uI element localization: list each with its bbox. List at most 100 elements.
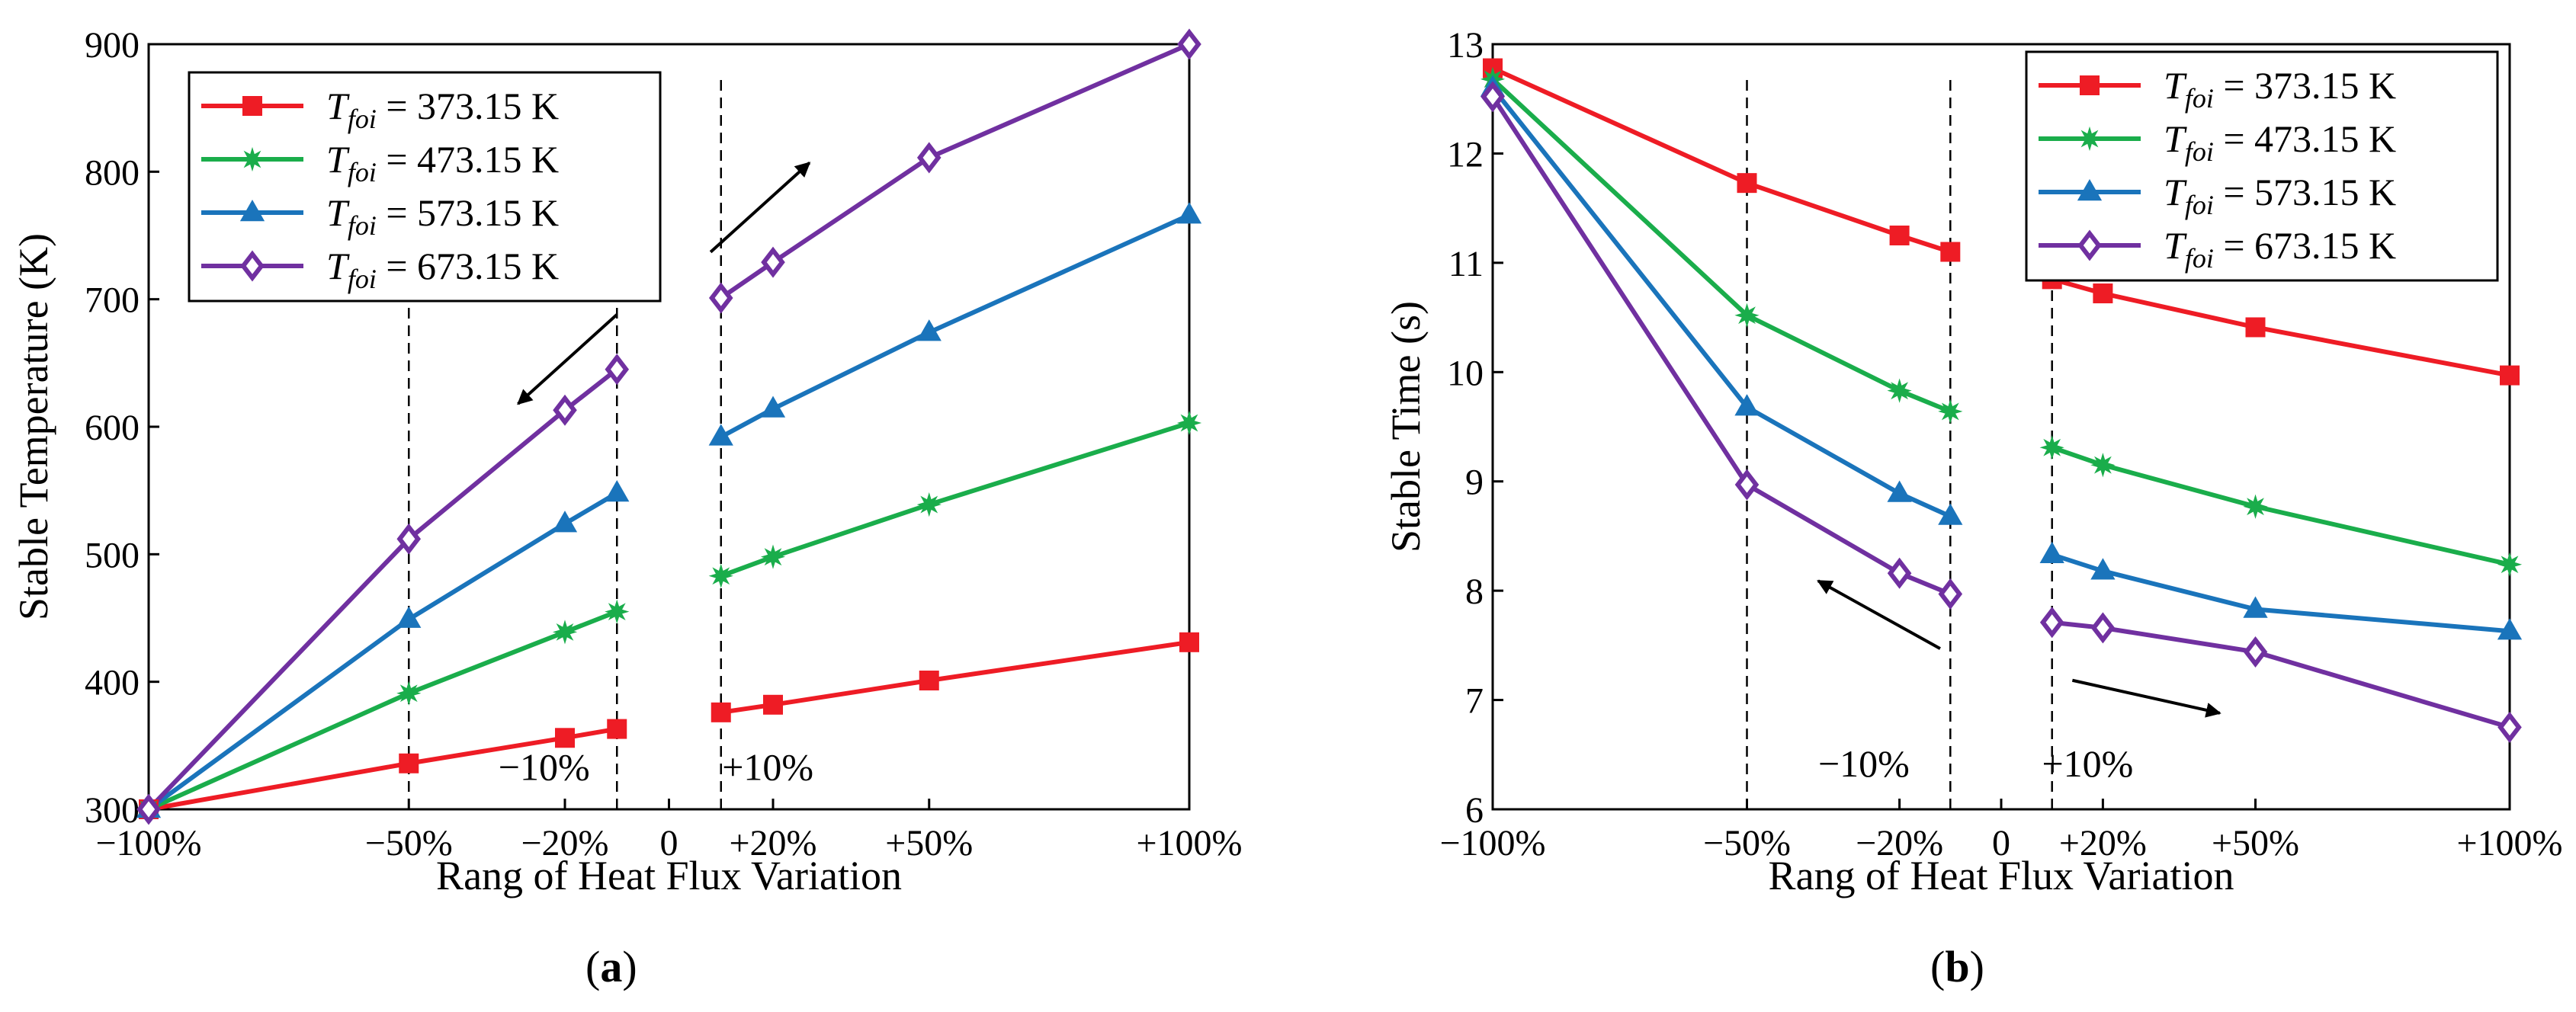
charta-x-tick-label: +50%: [885, 823, 973, 863]
charta-y-tick-label: 300: [85, 790, 140, 831]
chartb-data-point-2: [2090, 558, 2116, 580]
charta-x-tick-label: −100%: [95, 823, 201, 863]
charta-y-tick-label: 500: [85, 535, 140, 575]
charta-data-point-0: [1179, 632, 1199, 652]
chartb-x-axis-title: Rang of Heat Flux Variation: [1769, 853, 2234, 898]
chartb-data-point-3: [2497, 711, 2522, 743]
chartb-legend-marker-0: [2080, 75, 2100, 95]
chartb-x-tick-label: −20%: [1856, 823, 1943, 863]
chartb-legend-label-0: Tfoi = 373.15 K: [2164, 64, 2396, 114]
chartb-data-point-3: [1734, 469, 1760, 501]
chartb-data-point-1: [1938, 399, 1963, 424]
chartb-data-point-0: [2093, 283, 2113, 304]
charta-legend-label-0: Tfoi = 373.15 K: [326, 85, 559, 134]
charta-trend-arrow: [709, 162, 811, 254]
chartb-x-tick-label: −50%: [1703, 823, 1791, 863]
charta-data-point-3: [1177, 28, 1201, 60]
charta-series-line-0: [720, 639, 1190, 715]
charta-x-axis-title: Rang of Heat Flux Variation: [436, 853, 902, 898]
chartb-data-point-2: [2497, 618, 2523, 640]
chartb-trend-arrow: [1817, 579, 1941, 650]
charta-legend-label-2: Tfoi = 573.15 K: [326, 191, 559, 241]
charta-y-tick-label: 700: [85, 280, 140, 321]
charta-data-point-1: [605, 599, 630, 624]
chartb-data-point-3: [2039, 607, 2064, 639]
chartb-legend-label-2: Tfoi = 573.15 K: [2164, 171, 2396, 220]
charta-data-point-1: [708, 563, 733, 588]
charta-series-line-0: [148, 726, 618, 812]
chartb-legend-marker-3: [2077, 229, 2102, 261]
chartb-y-tick-label: 13: [1447, 25, 1484, 66]
charta-legend-marker-1: [239, 146, 265, 172]
charta-data-point-0: [555, 728, 575, 748]
chartb-legend-marker-1: [2077, 126, 2103, 152]
charta-series-line-3: [720, 42, 1191, 300]
charta-data-point-2: [916, 319, 942, 341]
charta-data-point-1: [916, 492, 942, 517]
chartb-data-point-1: [2243, 494, 2268, 519]
chartb-x-tick-label: −100%: [1439, 823, 1545, 863]
charta-data-point-2: [552, 511, 578, 533]
charta-series-line-2: [720, 213, 1191, 440]
chart-b-time: −100% −50% −20% 0 +20% +50% +100% 6 7 8 9 10 11 12 13 R…: [1383, 25, 2563, 898]
charta-legend-marker-3: [240, 250, 265, 282]
charta-x-tick-label: −50%: [365, 823, 453, 863]
chartb-y-tick-label: 9: [1465, 463, 1484, 503]
chartb-annotation-label: +10%: [2042, 742, 2133, 785]
charta-x-tick-label: −20%: [521, 823, 608, 863]
charta-data-point-0: [399, 753, 419, 773]
chartb-data-point-0: [1889, 226, 1910, 245]
charta-data-point-3: [136, 793, 161, 825]
chartb-data-point-2: [1887, 480, 1912, 502]
charta-data-point-0: [919, 670, 939, 690]
panel-label-b: (b): [1930, 942, 1984, 991]
charta-data-point-3: [396, 523, 422, 555]
chartb-data-point-3: [2243, 636, 2268, 668]
chartb-y-tick-label: 11: [1448, 244, 1484, 284]
chartb-trend-arrow: [2071, 678, 2222, 718]
charta-y-axis-title: Stable Temperature (K): [11, 233, 56, 620]
charta-annotation-label: −10%: [499, 746, 590, 789]
charta-data-point-2: [708, 424, 733, 446]
chartb-data-point-0: [2245, 317, 2266, 338]
chartb-data-point-2: [1734, 394, 1760, 416]
chartb-legend-label-3: Tfoi = 673.15 K: [2164, 224, 2396, 274]
chartb-series-line-3: [2051, 620, 2510, 730]
charta-series-line-3: [146, 367, 619, 812]
charta-data-point-3: [605, 354, 630, 386]
chartb-data-point-3: [1887, 557, 1912, 589]
charta-data-point-3: [761, 246, 785, 278]
chartb-data-point-3: [1938, 578, 1963, 610]
chartb-data-point-1: [2039, 435, 2064, 460]
chartb-annotation-label: −10%: [1818, 742, 1910, 785]
chartb-data-point-2: [1938, 503, 1963, 525]
charta-legend-label-3: Tfoi = 673.15 K: [326, 245, 559, 294]
chartb-data-point-0: [2500, 365, 2520, 386]
charta-legend-marker-0: [242, 96, 262, 116]
charta-y-tick-label: 400: [85, 663, 140, 703]
charta-series-line-1: [147, 609, 618, 812]
chartb-x-tick-label: +20%: [2059, 823, 2147, 863]
chartb-legend-box: [2025, 50, 2499, 282]
chartb-data-point-2: [2039, 541, 2064, 564]
charta-legend-box: [188, 71, 662, 303]
charta-data-point-1: [552, 620, 578, 645]
chartb-series-line-2: [2051, 552, 2510, 634]
charta-trend-arrow: [517, 313, 618, 405]
charta-series-line-2: [147, 491, 618, 812]
charta-data-point-0: [607, 719, 627, 739]
chartb-y-axis-title: Stable Time (s): [1383, 301, 1429, 552]
charta-data-point-2: [760, 396, 786, 418]
charta-x-tick-label: 0: [660, 823, 678, 863]
chartb-data-point-3: [1480, 81, 1505, 113]
charta-data-point-3: [916, 142, 942, 174]
charta-data-point-0: [711, 702, 731, 722]
chartb-x-tick-label: 0: [1992, 823, 2010, 863]
charta-legend-marker-2: [239, 199, 265, 222]
chartb-series-line-3: [1490, 95, 1952, 597]
chartb-y-tick-label: 7: [1465, 681, 1484, 722]
chartb-data-point-1: [1734, 303, 1760, 328]
charta-data-point-1: [1176, 410, 1202, 436]
charta-annotation-label: +10%: [722, 746, 813, 789]
